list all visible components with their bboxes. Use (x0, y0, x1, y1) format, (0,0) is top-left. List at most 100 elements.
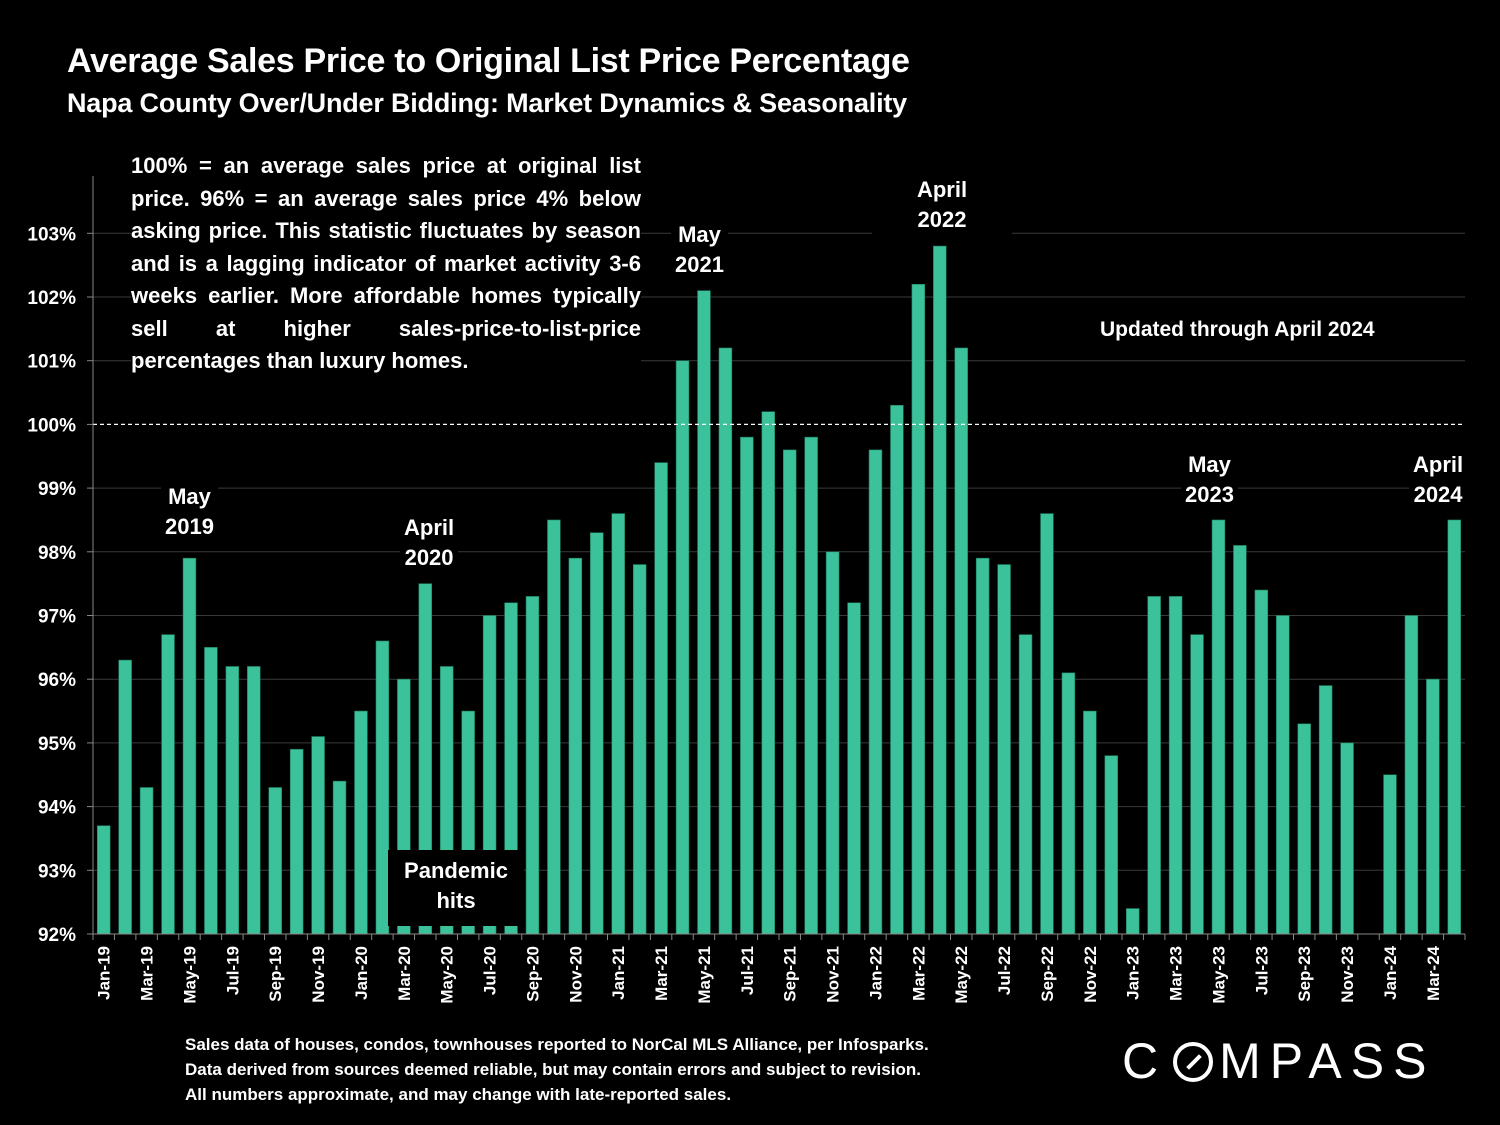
x-tick-label: Jan-24 (1381, 945, 1400, 999)
x-tick-label: Jul-19 (223, 946, 242, 995)
annotation-april-2020: April 2020 (400, 511, 459, 575)
x-tick-label: Nov-21 (824, 946, 843, 1003)
bar-Mar-19 (139, 787, 154, 935)
annotation-line: May (168, 484, 211, 509)
bar-Nov-20 (568, 557, 583, 935)
bar-May-21 (697, 290, 711, 935)
x-tick-label: Nov-20 (566, 946, 585, 1003)
bar-Oct-20 (547, 519, 561, 935)
x-tick-label: Sep-22 (1038, 946, 1057, 1002)
annotation-line: April (1413, 452, 1464, 477)
bar-Jul-22 (997, 564, 1011, 935)
y-tick-labels: 92% 93% 94% 95% 96% 97% 98% 99% 100% 101% 102% 103% (27, 224, 76, 946)
x-tick-label: Jul-22 (995, 946, 1014, 995)
annotation-line: 2019 (165, 514, 214, 539)
bar-Sep-19 (268, 787, 282, 935)
bar-Sep-21 (782, 449, 797, 935)
annotation-april-2024: April 2024 (1409, 448, 1468, 512)
annotation-line: 2020 (404, 545, 454, 570)
bar-Sep-22 (1040, 513, 1054, 935)
bar-Apr-22 (933, 245, 947, 935)
bar-Nov-21 (825, 551, 840, 935)
bar-Oct-23 (1318, 685, 1333, 935)
annotation-line: May (1188, 452, 1231, 477)
bar-Mar-22 (911, 283, 926, 935)
x-tick-label: Jan-21 (609, 946, 628, 1000)
bar-Aug-21 (761, 411, 776, 935)
x-tick-label: Jan-19 (95, 946, 114, 1000)
logo-o-mark (1173, 1042, 1214, 1082)
bar-Mar-21 (654, 462, 668, 935)
bar-Apr-21 (675, 360, 690, 935)
source-line: Sales data of houses, condos, townhouses… (185, 1035, 929, 1054)
bar-Jun-22 (975, 557, 990, 935)
x-tick-label: Nov-23 (1338, 946, 1357, 1003)
x-tick-label: Mar-21 (652, 946, 671, 1001)
bar-Feb-23 (1147, 596, 1161, 935)
bar-Mar-23 (1168, 596, 1183, 935)
updated-note: Updated through April 2024 (1100, 318, 1375, 341)
y-tick-label: 95% (38, 734, 76, 755)
x-tick-label: Nov-19 (309, 946, 328, 1003)
bar-Dec-21 (847, 602, 861, 935)
source-line: Data derived from sources deemed reliabl… (185, 1060, 921, 1079)
annotation-line: 2024 (1413, 482, 1463, 507)
bar-May-22 (954, 347, 968, 935)
bar-Apr-24 (1447, 519, 1462, 935)
y-tick-label: 98% (38, 543, 76, 564)
annotation-may-2023: May 2023 (1181, 448, 1238, 512)
bar-Jan-21 (611, 513, 625, 935)
axes (87, 175, 1466, 940)
y-tick-label: 92% (38, 925, 76, 946)
annotation-may-2021: May 2021 (671, 218, 728, 282)
bar-Dec-19 (332, 780, 347, 935)
x-tick-label: Mar-23 (1167, 946, 1186, 1001)
x-tick-label: Jan-22 (867, 946, 886, 1000)
bar-Aug-19 (247, 666, 261, 935)
x-tick-label: Mar-20 (395, 946, 414, 1001)
bar-Mar-24 (1426, 678, 1440, 935)
bar-May-23 (1211, 519, 1226, 935)
x-tick-label: Mar-19 (138, 946, 157, 1001)
bar-Nov-23 (1340, 742, 1354, 935)
bar-Sep-23 (1297, 723, 1311, 935)
source-note: Sales data of houses, condos, townhouses… (185, 1032, 929, 1107)
bar-Aug-22 (1018, 634, 1033, 935)
annotation-april-2022: April 2022 (872, 173, 1012, 237)
bar-May-19 (182, 557, 197, 935)
bar-Feb-19 (118, 659, 132, 935)
bar-Jun-19 (204, 647, 218, 935)
bar-Feb-21 (632, 564, 647, 935)
bar-Sep-20 (525, 596, 540, 935)
bar-Oct-19 (289, 748, 304, 935)
bar-Nov-22 (1083, 710, 1097, 935)
x-tick-label: Jul-20 (481, 946, 500, 995)
annotation-line: April (916, 177, 968, 202)
x-tick-label: May-20 (438, 946, 457, 1004)
x-tick-labels: Jan-19 Mar-19 May-19 Jul-19 Sep-19 Nov-19 Jan-… (95, 945, 1443, 1003)
y-tick-label: 100% (27, 415, 76, 436)
y-tick-label: 103% (27, 224, 76, 245)
bar-Aug-23 (1276, 615, 1290, 935)
annotation-pandemic-hits: Pandemic hits (388, 850, 524, 926)
x-tick-label: Sep-21 (781, 946, 800, 1002)
y-tick-label: 97% (38, 607, 76, 628)
x-tick-label: Jan-20 (352, 946, 371, 1000)
bar-Oct-22 (1061, 672, 1076, 935)
bar-Oct-21 (804, 436, 818, 935)
chart-subtitle: Napa County Over/Under Bidding: Market D… (67, 88, 908, 118)
bar-Dec-22 (1104, 755, 1119, 935)
bar-Jul-19 (225, 666, 240, 935)
y-tick-label: 94% (38, 798, 76, 819)
x-tick-label: Sep-23 (1295, 946, 1314, 1002)
x-tick-label: Jul-21 (738, 946, 757, 995)
y-tick-label: 102% (27, 288, 76, 309)
bar-Jan-23 (1125, 908, 1140, 935)
x-tick-label: Jul-23 (1252, 946, 1271, 995)
bar-Nov-19 (311, 736, 325, 935)
bar-Jul-21 (740, 436, 754, 935)
annotation-line: 2021 (675, 252, 724, 277)
x-tick-label: Sep-19 (266, 946, 285, 1002)
y-tick-label: 96% (38, 670, 76, 691)
bar-Jan-19 (96, 825, 111, 935)
